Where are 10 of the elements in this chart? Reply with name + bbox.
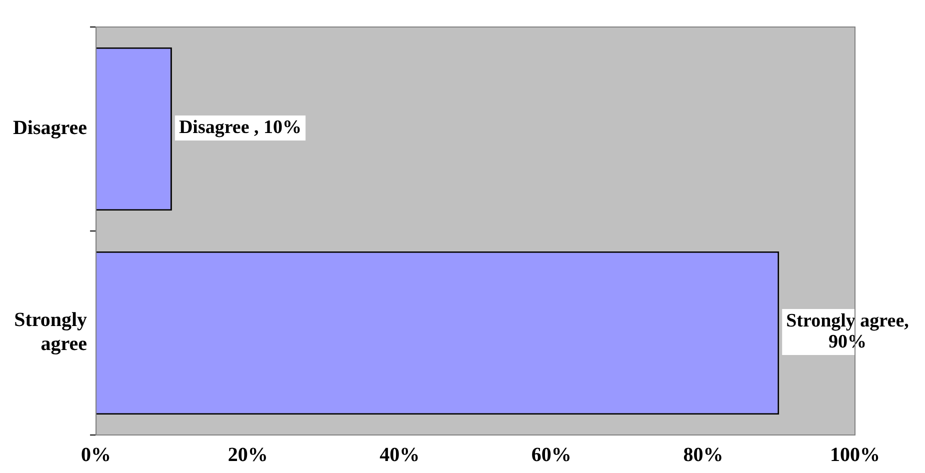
data-label: Strongly agree, 90% — [786, 310, 910, 352]
x-tick-label: 100% — [830, 444, 880, 466]
x-tick-label: 0% — [81, 444, 112, 466]
data-label: Disagree , 10% — [178, 116, 302, 138]
x-tick-label: 20% — [228, 444, 268, 466]
y-tick-label: Disagree — [12, 117, 88, 140]
x-tick-label: 80% — [683, 444, 724, 466]
y-tick-label: Strongly agree — [14, 309, 88, 356]
x-tick-label: 60% — [531, 444, 572, 466]
x-tick-label: 40% — [380, 444, 420, 466]
